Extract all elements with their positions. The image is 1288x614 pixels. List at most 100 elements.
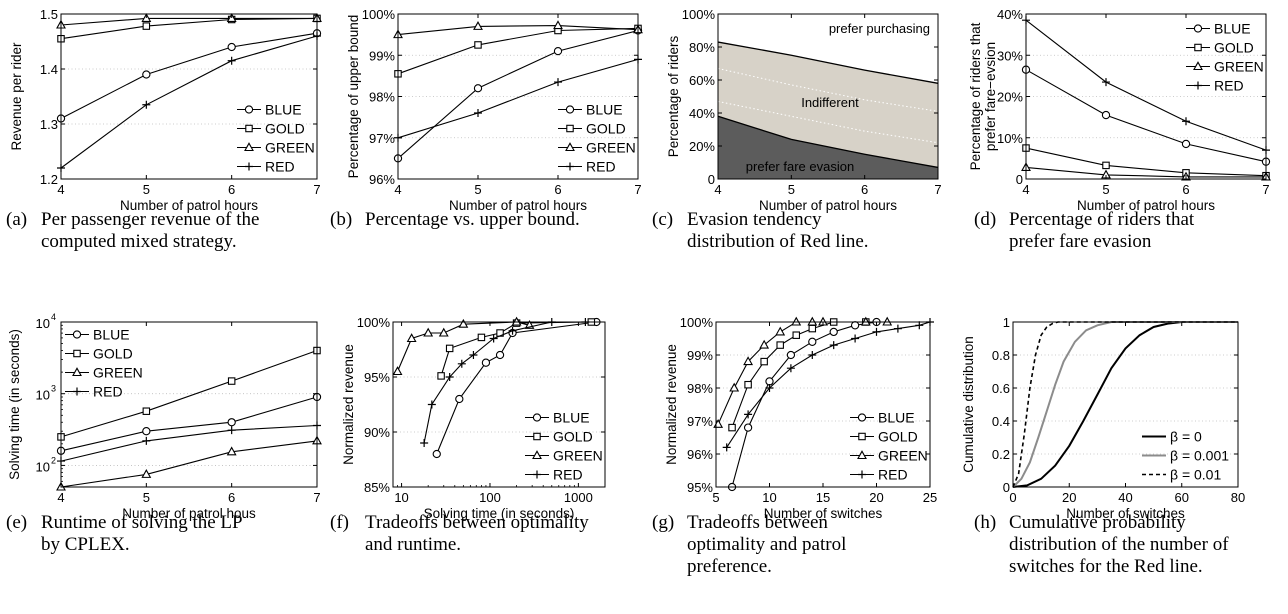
y-tick-label: 99% xyxy=(687,348,713,363)
marker-plus xyxy=(858,470,866,479)
area-indifferent xyxy=(718,42,938,168)
y-tick-label: 10 xyxy=(36,388,50,403)
x-axis-label: Number of switches xyxy=(1066,506,1185,521)
marker-triangle xyxy=(882,316,893,326)
y-axis-label: Percentage of upper bound xyxy=(346,15,361,179)
marker-square xyxy=(760,357,768,366)
region-label-evasion: prefer fare evasion xyxy=(746,159,854,174)
marker-triangle xyxy=(438,327,449,337)
caption-line: Cumulative probability xyxy=(1009,512,1186,533)
marker-plus xyxy=(489,334,498,343)
legend-entry: GREEN xyxy=(878,448,928,464)
marker-circle xyxy=(829,327,838,337)
chart-g: BLUE GOLD GREEN RED 5 10 15 20 25 95% 96% 97% 98% 99%… xyxy=(664,315,937,521)
marker-circle xyxy=(786,350,796,360)
x-tick-label: 7 xyxy=(313,490,320,505)
marker-square xyxy=(245,124,253,133)
caption-line: Per passenger revenue of the xyxy=(41,209,260,230)
marker-circle xyxy=(808,337,817,346)
marker-plus xyxy=(1182,117,1190,126)
x-tick-label: 4 xyxy=(714,182,721,197)
y-tick-label: 97% xyxy=(369,131,395,146)
marker-plus xyxy=(245,162,253,171)
y-tick-label: 95% xyxy=(687,480,713,495)
plot-frame xyxy=(392,321,606,488)
marker-circle xyxy=(765,377,774,386)
marker-circle xyxy=(532,413,542,422)
y-tick-label: 0 xyxy=(708,172,715,187)
legend-entry: GREEN xyxy=(265,140,315,156)
x-tick-label: 25 xyxy=(923,490,937,505)
caption-line: preference. xyxy=(687,556,772,577)
legend-entry: BLUE xyxy=(1214,21,1251,37)
y-tick-label: 85% xyxy=(364,480,390,495)
x-tick-label: 5 xyxy=(143,490,150,505)
marker-plus xyxy=(227,426,236,435)
y-axis-label-line2: prefer fare−evsion xyxy=(983,42,998,151)
legend-entry: GREEN xyxy=(93,365,143,381)
caption-tag: (c) xyxy=(652,209,674,230)
caption-line: Runtime of solving the LP xyxy=(41,512,243,533)
series-line xyxy=(1025,69,1267,163)
area-lower-boundary xyxy=(717,115,939,169)
marker-triangle xyxy=(791,316,802,326)
marker-circle xyxy=(473,84,483,93)
marker-plus xyxy=(1194,81,1202,90)
marker-circle xyxy=(1101,110,1111,120)
marker-plus xyxy=(474,109,482,117)
legend-entry: RED xyxy=(878,467,908,483)
legend-entry: BLUE xyxy=(265,102,302,118)
marker-plus xyxy=(893,324,902,333)
series-line xyxy=(397,25,639,36)
marker-plus xyxy=(566,162,574,171)
x-axis-label: Number of switches xyxy=(764,506,883,521)
series-line xyxy=(60,349,318,438)
x-axis-label: Number of patrol hours xyxy=(449,198,587,213)
x-tick-label: 15 xyxy=(816,490,830,505)
y-tick-label: 30% xyxy=(997,48,1023,63)
legend-entry: GOLD xyxy=(93,346,133,362)
x-tick-label: 80 xyxy=(1231,490,1245,505)
series-line xyxy=(1025,166,1266,178)
marker-triangle xyxy=(565,142,575,152)
marker-circle xyxy=(850,321,860,330)
marker-square xyxy=(744,380,752,389)
marker-triangle xyxy=(473,21,483,30)
legend-entry: GREEN xyxy=(586,140,636,156)
legend-entry: GOLD xyxy=(878,429,918,445)
y-tick-label: 40% xyxy=(689,106,715,121)
y-tick-label: 0.8 xyxy=(992,348,1010,363)
x-tick-label: 40 xyxy=(1118,490,1132,505)
caption-line: Evasion tendency xyxy=(687,209,822,230)
x-tick-label: 4 xyxy=(57,490,64,505)
caption-tag: (g) xyxy=(652,512,675,533)
y-tick-label: 10 xyxy=(36,459,50,474)
legend-entry: GOLD xyxy=(553,429,593,445)
series-line xyxy=(60,440,318,488)
y-tick-label: 98% xyxy=(369,90,395,105)
y-tick-label: 100% xyxy=(357,315,391,330)
marker-circle xyxy=(857,413,867,422)
y-tick-label: 100% xyxy=(680,315,714,330)
x-tick-label: 5 xyxy=(1102,182,1109,197)
y-axis-label: Normalized revenue xyxy=(341,344,356,465)
marker-plus xyxy=(851,334,860,343)
caption-line: and runtime. xyxy=(365,534,462,555)
caption-line: by CPLEX. xyxy=(41,534,130,555)
marker-plus xyxy=(722,443,731,452)
x-tick-label: 7 xyxy=(634,182,641,197)
marker-triangle xyxy=(458,318,469,328)
y-tick-label: 20% xyxy=(689,139,715,154)
legend-entry: RED xyxy=(553,467,583,483)
marker-plus xyxy=(73,387,81,396)
marker-circle xyxy=(227,42,236,52)
plot-frame xyxy=(60,13,318,180)
x-axis-label: Number of patrol hours xyxy=(759,198,897,213)
marker-square xyxy=(142,407,151,415)
x-tick-label: 10 xyxy=(394,490,408,505)
legend-entry: RED xyxy=(586,159,616,175)
marker-circle xyxy=(1181,139,1191,149)
series-line xyxy=(397,29,639,159)
marker-plus xyxy=(829,341,838,350)
